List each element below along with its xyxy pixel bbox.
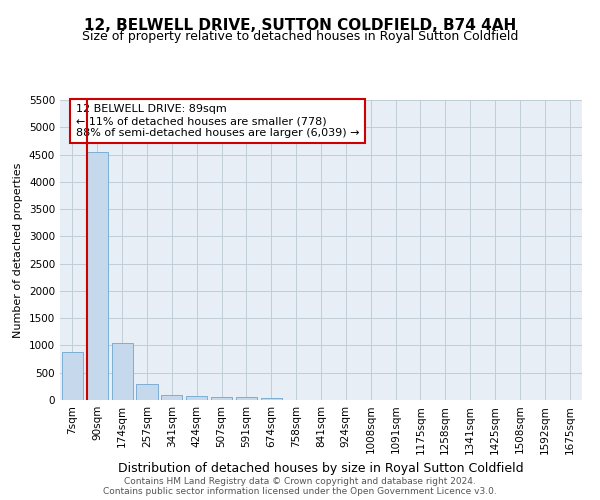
Text: Size of property relative to detached houses in Royal Sutton Coldfield: Size of property relative to detached ho… [82, 30, 518, 43]
Bar [136, 384, 158, 400]
X-axis label: Distribution of detached houses by size in Royal Sutton Coldfield: Distribution of detached houses by size … [118, 462, 524, 475]
Bar [236, 398, 257, 400]
Bar [261, 398, 282, 400]
Bar [112, 342, 133, 400]
Text: 12 BELWELL DRIVE: 89sqm
← 11% of detached houses are smaller (778)
88% of semi-d: 12 BELWELL DRIVE: 89sqm ← 11% of detache… [76, 104, 359, 138]
Bar [161, 395, 182, 400]
Y-axis label: Number of detached properties: Number of detached properties [13, 162, 23, 338]
Bar [186, 396, 207, 400]
Bar [62, 352, 83, 400]
Bar [211, 398, 232, 400]
Text: 12, BELWELL DRIVE, SUTTON COLDFIELD, B74 4AH: 12, BELWELL DRIVE, SUTTON COLDFIELD, B74… [84, 18, 516, 32]
Text: Contains HM Land Registry data © Crown copyright and database right 2024.: Contains HM Land Registry data © Crown c… [124, 478, 476, 486]
Bar [87, 152, 108, 400]
Text: Contains public sector information licensed under the Open Government Licence v3: Contains public sector information licen… [103, 488, 497, 496]
